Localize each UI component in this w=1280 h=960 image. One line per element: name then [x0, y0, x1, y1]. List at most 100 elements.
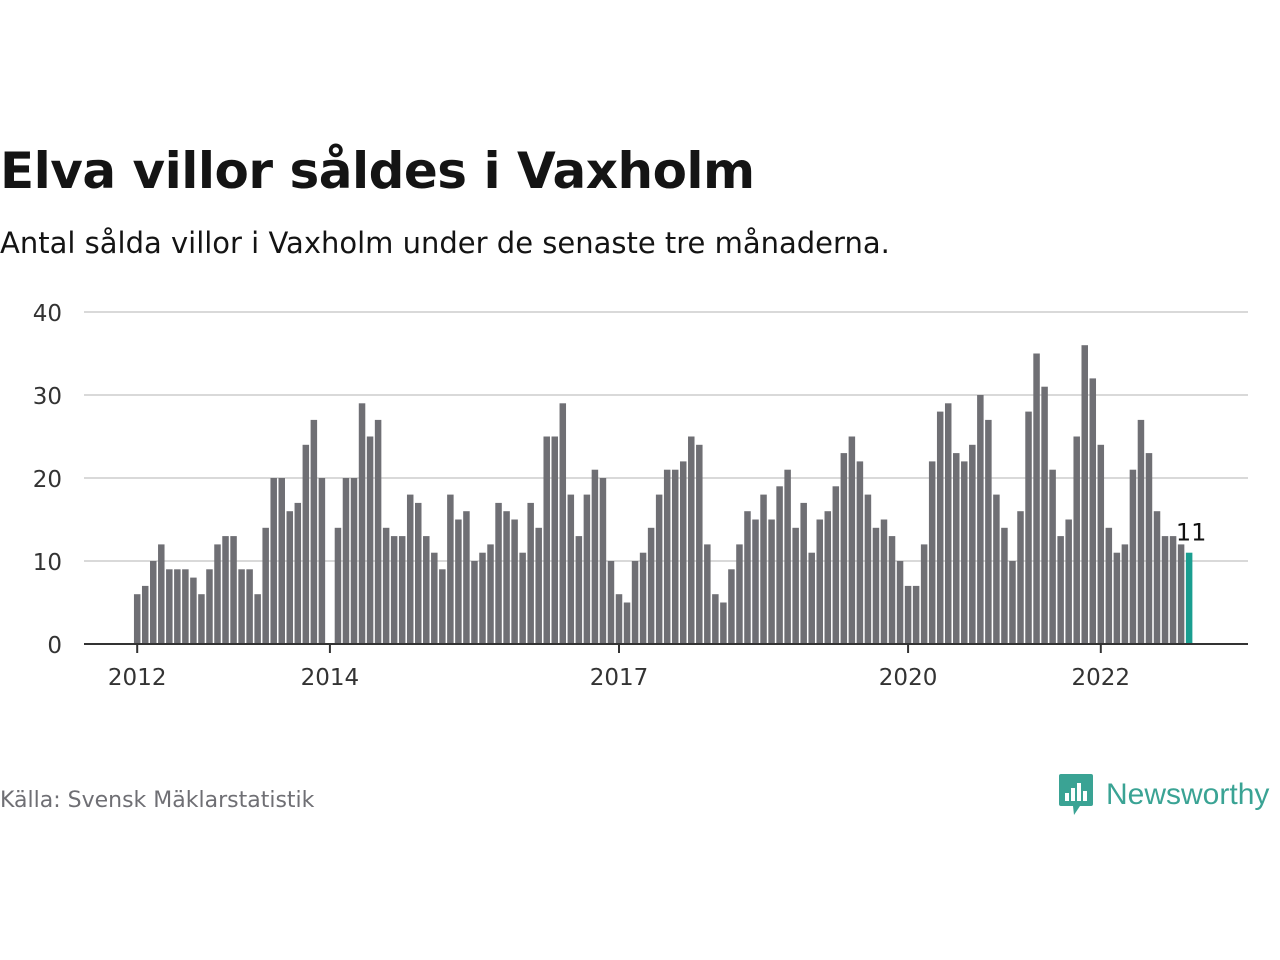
bar [535, 527, 542, 644]
bar [222, 536, 229, 644]
bar [744, 511, 751, 644]
bar [374, 419, 382, 644]
bar [888, 536, 896, 644]
bar [567, 494, 575, 644]
bar [776, 486, 783, 644]
newsworthy-logo[interactable]: Newsworthy [1058, 772, 1269, 818]
bar [969, 444, 976, 644]
bar [1065, 519, 1072, 644]
bar [1113, 552, 1121, 644]
bar [816, 519, 823, 644]
y-tick-label: 10 [33, 550, 62, 576]
bar [1017, 511, 1024, 644]
bar [559, 403, 567, 644]
bar [631, 561, 639, 644]
bar [487, 544, 494, 644]
bar [294, 502, 302, 644]
newsworthy-logo-icon [1059, 774, 1093, 815]
bars [133, 345, 1193, 644]
bar-chart: 0 10 20 30 40 2012 2014 2017 2020 2022 11 [33, 301, 1248, 691]
bar [133, 594, 141, 644]
bar [527, 502, 534, 644]
bar [864, 494, 872, 644]
bar [1169, 536, 1177, 644]
bar [760, 494, 767, 644]
bar [704, 544, 711, 644]
axes [84, 643, 1248, 653]
bar [495, 502, 502, 644]
bar [423, 536, 430, 644]
bar [214, 544, 221, 644]
bar [366, 436, 374, 644]
bar [310, 419, 318, 644]
bar [696, 444, 703, 644]
bar [1081, 345, 1088, 644]
source-note: Källa: Svensk Mäklarstatistik [0, 788, 315, 813]
bar [471, 561, 478, 644]
bar [993, 494, 1000, 644]
bar [985, 419, 992, 644]
bar [158, 544, 165, 644]
bar [278, 478, 285, 644]
bar [190, 577, 197, 644]
bar [463, 511, 470, 644]
bar [768, 519, 775, 644]
bar [1097, 444, 1105, 644]
bar [671, 469, 679, 644]
chart-title: Elva villor såldes i Vaxholm [0, 142, 755, 200]
bar [607, 561, 615, 644]
bar [961, 461, 968, 644]
bar [406, 494, 414, 644]
bar [752, 519, 759, 644]
bar [1001, 527, 1008, 644]
bar [1057, 536, 1064, 644]
bar [1153, 511, 1161, 644]
bar [358, 403, 366, 644]
bar [174, 569, 181, 644]
bar [254, 594, 261, 644]
bar [350, 478, 358, 644]
bar [431, 552, 438, 644]
bar [872, 527, 880, 644]
y-tick-label: 20 [33, 467, 62, 493]
bar [808, 552, 815, 644]
bar [455, 519, 462, 644]
x-tick-label: 2020 [879, 665, 938, 691]
bar [342, 478, 350, 644]
bar [141, 585, 149, 644]
bar [688, 436, 695, 644]
bar [166, 569, 173, 644]
bar [1089, 378, 1097, 644]
bar [439, 569, 446, 644]
bar [238, 569, 245, 644]
bar [655, 494, 663, 644]
bar [832, 486, 840, 644]
y-tick-label: 30 [33, 384, 62, 410]
bar [390, 536, 398, 644]
bar [1049, 469, 1056, 644]
bar [479, 552, 486, 644]
bar [840, 453, 848, 644]
chart-subtitle: Antal sålda villor i Vaxholm under de se… [0, 226, 890, 260]
bar [198, 594, 205, 644]
bar [856, 461, 864, 644]
bar [503, 511, 510, 644]
x-tick-label: 2012 [108, 665, 167, 691]
labels: 0 10 20 30 40 2012 2014 2017 2020 2022 11 [33, 301, 1207, 691]
bar [784, 469, 791, 644]
x-tick-label: 2014 [301, 665, 360, 691]
bar [1121, 544, 1129, 644]
bar [904, 585, 912, 644]
bar [591, 469, 599, 644]
bar [928, 461, 936, 644]
bar [286, 511, 294, 644]
bar [720, 602, 727, 644]
bar [848, 436, 856, 644]
logo-text: Newsworthy [1106, 778, 1270, 811]
bar [639, 552, 647, 644]
bar [647, 527, 655, 644]
bar [953, 453, 960, 644]
bar [824, 511, 832, 644]
bar [270, 478, 277, 644]
bar [944, 403, 952, 644]
